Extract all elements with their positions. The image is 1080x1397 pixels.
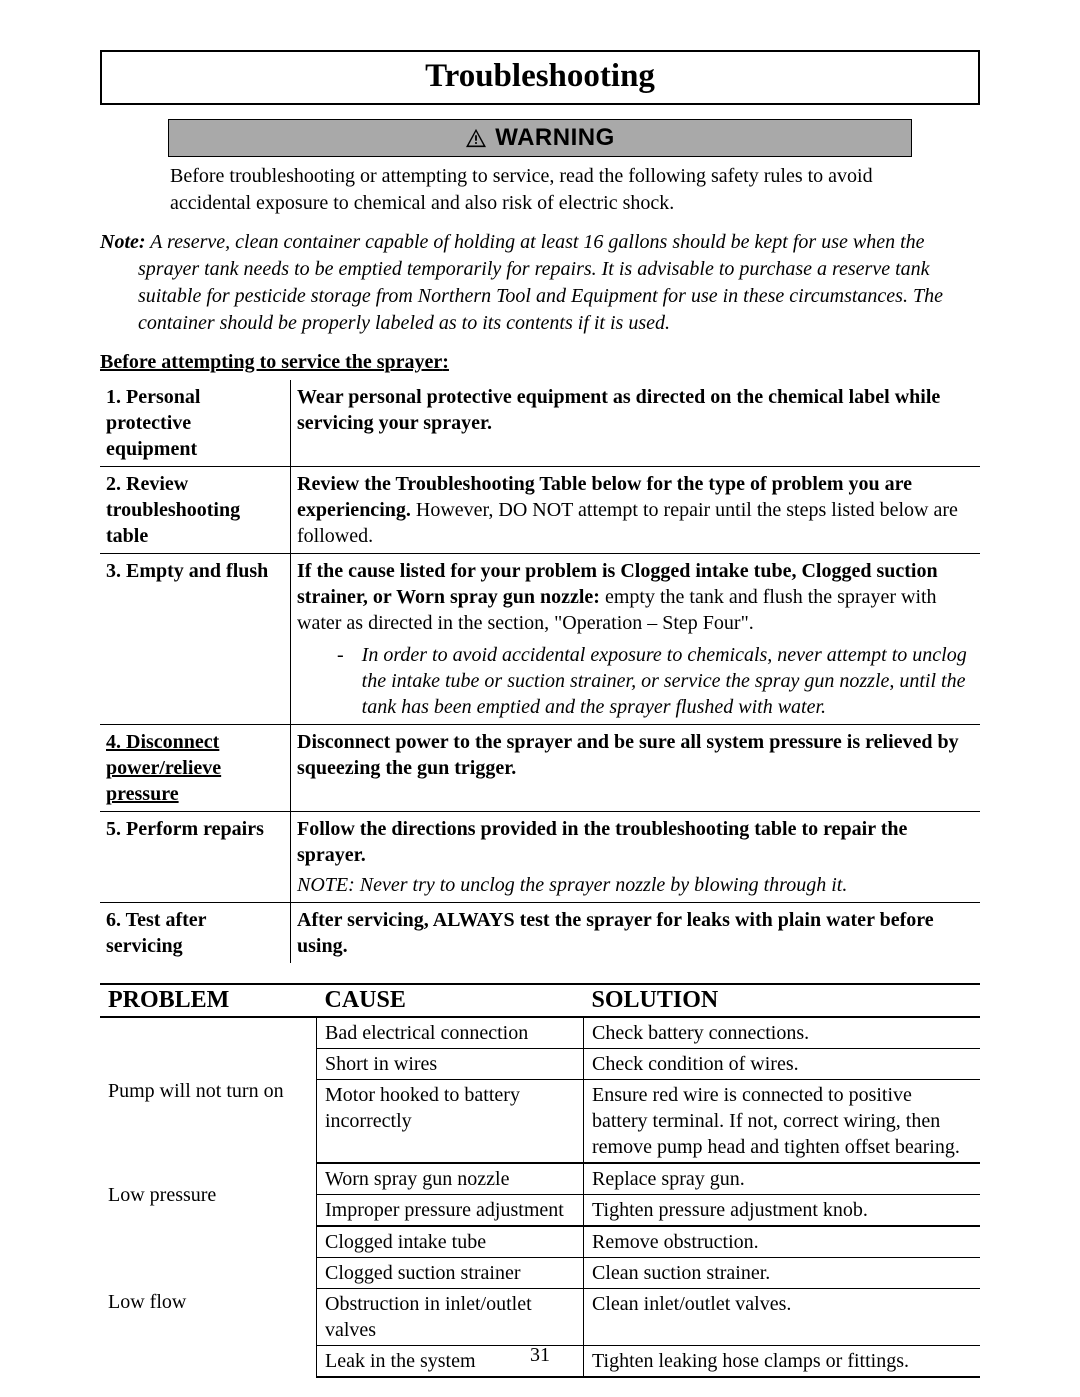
table-row: Low flow Clogged intake tube Remove obst… — [100, 1226, 980, 1258]
cause-cell: Obstruction in inlet/outlet valves — [317, 1289, 584, 1346]
cause-cell: Clogged suction strainer — [317, 1258, 584, 1289]
step-right: Review the Troubleshooting Table below f… — [291, 467, 981, 554]
cause-cell: Clogged intake tube — [317, 1226, 584, 1258]
step-sub-italic: - In order to avoid accidental exposure … — [297, 642, 974, 720]
note-body: A reserve, clean container capable of ho… — [138, 231, 943, 334]
page: Troubleshooting WARNING Before troublesh… — [0, 0, 1080, 1397]
troubleshooting-table: PROBLEM CAUSE SOLUTION Pump will not tur… — [100, 983, 980, 1378]
step-row: 5. Perform repairs Follow the directions… — [100, 812, 980, 903]
col-solution: SOLUTION — [584, 984, 981, 1017]
solution-cell: Tighten pressure adjustment knob. — [584, 1195, 981, 1227]
step-right-bold: Disconnect power to the sprayer and be s… — [297, 731, 959, 779]
warning-triangle-icon — [465, 128, 487, 148]
step-row: 6. Test after servicing After servicing,… — [100, 903, 980, 964]
solution-cell: Clean suction strainer. — [584, 1258, 981, 1289]
step-left: 2. Review troubleshooting table — [100, 467, 291, 554]
before-heading-colon: : — [442, 351, 449, 373]
step-row: 1. Personal protective equipment Wear pe… — [100, 380, 980, 467]
cause-cell: Motor hooked to battery incorrectly — [317, 1080, 584, 1164]
solution-cell: Remove obstruction. — [584, 1226, 981, 1258]
solution-cell: Clean inlet/outlet valves. — [584, 1289, 981, 1346]
step-left: 5. Perform repairs — [100, 812, 291, 903]
step-note-italic: NOTE: Never try to unclog the sprayer no… — [297, 872, 974, 898]
problem-cell: Pump will not turn on — [100, 1017, 317, 1163]
step-right: After servicing, ALWAYS test the sprayer… — [291, 903, 981, 964]
solution-cell: Check condition of wires. — [584, 1049, 981, 1080]
step-sub-italic-text: In order to avoid accidental exposure to… — [362, 642, 974, 720]
page-title-box: Troubleshooting — [100, 50, 980, 105]
table-header-row: PROBLEM CAUSE SOLUTION — [100, 984, 980, 1017]
step-left: 3. Empty and flush — [100, 554, 291, 725]
step-left: 1. Personal protective equipment — [100, 380, 291, 467]
step-right: Disconnect power to the sprayer and be s… — [291, 725, 981, 812]
cause-cell: Worn spray gun nozzle — [317, 1163, 584, 1195]
step-right-bold: After servicing, ALWAYS test the sprayer… — [297, 909, 934, 957]
step-left-text: 4. Disconnect power/relieve pressure — [106, 731, 221, 805]
cause-cell: Improper pressure adjustment — [317, 1195, 584, 1227]
warning-label: WARNING — [495, 124, 615, 152]
table-row: Pump will not turn on Bad electrical con… — [100, 1017, 980, 1049]
warning-text: Before troubleshooting or attempting to … — [168, 157, 912, 217]
step-right: Follow the directions provided in the tr… — [291, 812, 981, 903]
note-block: Note: A reserve, clean container capable… — [100, 229, 980, 337]
before-heading-text: Before attempting to service the sprayer — [100, 351, 442, 373]
step-right: If the cause listed for your problem is … — [291, 554, 981, 725]
warning-section: WARNING Before troubleshooting or attemp… — [168, 119, 912, 217]
cause-cell: Short in wires — [317, 1049, 584, 1080]
page-title: Troubleshooting — [425, 58, 655, 94]
solution-cell: Replace spray gun. — [584, 1163, 981, 1195]
table-row: Low pressure Worn spray gun nozzle Repla… — [100, 1163, 980, 1195]
cause-cell: Bad electrical connection — [317, 1017, 584, 1049]
col-problem: PROBLEM — [100, 984, 317, 1017]
col-cause: CAUSE — [317, 984, 584, 1017]
step-right-bold: Wear personal protective equipment as di… — [297, 386, 940, 434]
page-number: 31 — [0, 1344, 1080, 1367]
dash-icon: - — [337, 642, 344, 720]
before-heading: Before attempting to service the sprayer… — [100, 351, 980, 374]
warning-bar: WARNING — [168, 119, 912, 157]
solution-cell: Ensure red wire is connected to positive… — [584, 1080, 981, 1164]
step-right-bold: Follow the directions provided in the tr… — [297, 818, 907, 866]
step-left: 4. Disconnect power/relieve pressure — [100, 725, 291, 812]
steps-table: 1. Personal protective equipment Wear pe… — [100, 380, 980, 963]
step-row: 3. Empty and flush If the cause listed f… — [100, 554, 980, 725]
solution-cell: Check battery connections. — [584, 1017, 981, 1049]
step-row: 4. Disconnect power/relieve pressure Dis… — [100, 725, 980, 812]
step-right: Wear personal protective equipment as di… — [291, 380, 981, 467]
step-left: 6. Test after servicing — [100, 903, 291, 964]
step-row: 2. Review troubleshooting table Review t… — [100, 467, 980, 554]
note-lead: Note: — [100, 231, 146, 253]
problem-cell: Low pressure — [100, 1163, 317, 1226]
